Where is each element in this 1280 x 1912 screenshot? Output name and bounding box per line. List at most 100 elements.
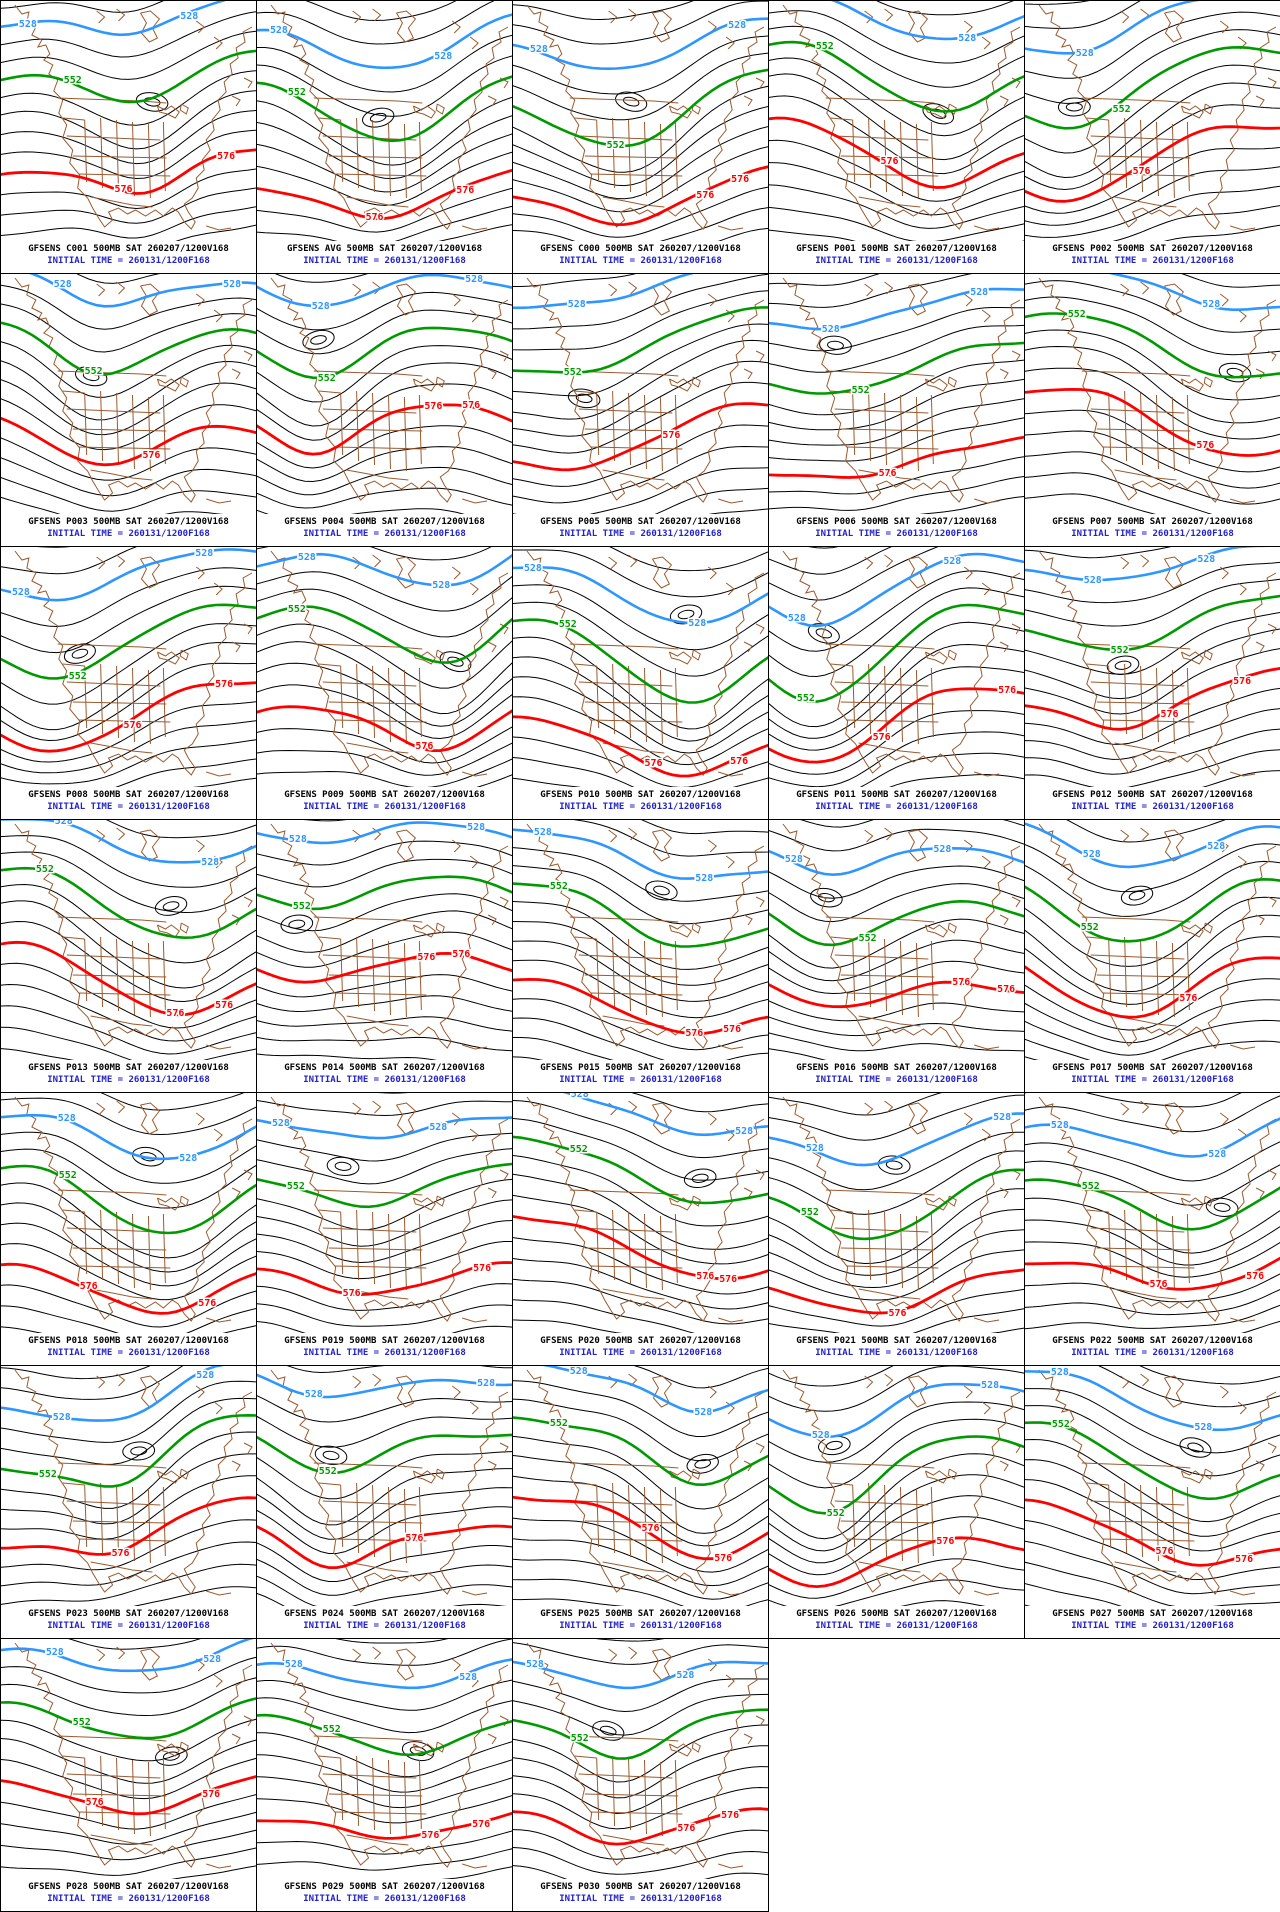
svg-text:576: 576 [112, 1548, 130, 1559]
panel-initial-time: INITIAL TIME = 260131/1200F168 [769, 528, 1024, 540]
svg-text:576: 576 [215, 1000, 233, 1011]
svg-text:576: 576 [415, 741, 433, 752]
svg-text:552: 552 [801, 1207, 819, 1218]
svg-text:528: 528 [285, 1659, 303, 1670]
panel-initial-time: INITIAL TIME = 260131/1200F168 [769, 1620, 1024, 1632]
panel-initial-time: INITIAL TIME = 260131/1200F168 [769, 255, 1024, 267]
panel-caption: GFSENS P004 500MB SAT 260207/1200V168 IN… [257, 514, 512, 547]
panel-caption: GFSENS P008 500MB SAT 260207/1200V168 IN… [1, 787, 256, 820]
svg-text:528: 528 [785, 854, 803, 865]
svg-text:528: 528 [270, 25, 288, 36]
svg-text:528: 528 [459, 1672, 477, 1683]
panel-caption: GFSENS C000 500MB SAT 260207/1200V168 IN… [513, 241, 768, 274]
svg-text:528: 528 [201, 857, 219, 868]
panel-caption: GFSENS P017 500MB SAT 260207/1200V168 IN… [1025, 1060, 1280, 1093]
svg-text:528: 528 [728, 20, 746, 31]
svg-text:528: 528 [1051, 1120, 1069, 1131]
panel-caption: GFSENS P010 500MB SAT 260207/1200V168 IN… [513, 787, 768, 820]
svg-text:576: 576 [202, 1789, 220, 1800]
svg-text:576: 576 [936, 1536, 954, 1547]
panel-title: GFSENS P026 500MB SAT 260207/1200V168 [769, 1608, 1024, 1620]
panel-title: GFSENS P008 500MB SAT 260207/1200V168 [1, 789, 256, 801]
svg-text:528: 528 [179, 1153, 197, 1164]
panel-title: GFSENS P022 500MB SAT 260207/1200V168 [1025, 1335, 1280, 1347]
panel-title: GFSENS P011 500MB SAT 260207/1200V168 [769, 789, 1024, 801]
svg-text:576: 576 [1160, 709, 1178, 720]
svg-text:576: 576 [881, 156, 899, 167]
svg-text:528: 528 [694, 1407, 712, 1418]
panel-caption: GFSENS P030 500MB SAT 260207/1200V168 IN… [513, 1879, 768, 1912]
svg-text:528: 528 [1208, 1149, 1226, 1160]
svg-text:552: 552 [1111, 645, 1129, 656]
panel-caption: GFSENS P007 500MB SAT 260207/1200V168 IN… [1025, 514, 1280, 547]
panel-caption: GFSENS P009 500MB SAT 260207/1200V168 IN… [257, 787, 512, 820]
panel-title: GFSENS P015 500MB SAT 260207/1200V168 [513, 1062, 768, 1074]
svg-text:552: 552 [1082, 1181, 1100, 1192]
svg-text:528: 528 [1051, 1367, 1069, 1378]
svg-text:576: 576 [421, 1830, 439, 1841]
svg-text:552: 552 [852, 385, 870, 396]
svg-text:528: 528 [530, 44, 548, 55]
panel-initial-time: INITIAL TIME = 260131/1200F168 [513, 528, 768, 540]
svg-text:528: 528 [570, 1366, 588, 1377]
svg-text:552: 552 [36, 864, 54, 875]
svg-text:576: 576 [452, 949, 470, 960]
panel-title: GFSENS P021 500MB SAT 260207/1200V168 [769, 1335, 1024, 1347]
panel-initial-time: INITIAL TIME = 260131/1200F168 [513, 1893, 768, 1905]
svg-text:552: 552 [73, 1717, 91, 1728]
svg-text:576: 576 [456, 185, 474, 196]
svg-text:576: 576 [677, 1823, 695, 1834]
panel-title: GFSENS P023 500MB SAT 260207/1200V168 [1, 1608, 256, 1620]
svg-text:528: 528 [568, 299, 586, 310]
svg-text:576: 576 [1235, 1554, 1253, 1565]
svg-text:576: 576 [405, 1533, 423, 1544]
svg-text:528: 528 [933, 844, 951, 855]
svg-text:576: 576 [685, 1028, 703, 1039]
svg-text:576: 576 [1155, 1546, 1173, 1557]
svg-text:528: 528 [195, 548, 213, 559]
panel-caption: GFSENS P022 500MB SAT 260207/1200V168 IN… [1025, 1333, 1280, 1366]
panel-title: GFSENS P027 500MB SAT 260207/1200V168 [1025, 1608, 1280, 1620]
panel-title: GFSENS C000 500MB SAT 260207/1200V168 [513, 243, 768, 255]
svg-text:576: 576 [424, 401, 442, 412]
panel-initial-time: INITIAL TIME = 260131/1200F168 [1025, 1074, 1280, 1086]
svg-text:576: 576 [1150, 1279, 1168, 1290]
panel-initial-time: INITIAL TIME = 260131/1200F168 [513, 1347, 768, 1359]
panel-initial-time: INITIAL TIME = 260131/1200F168 [769, 801, 1024, 813]
panel-title: GFSENS C001 500MB SAT 260207/1200V168 [1, 243, 256, 255]
svg-text:576: 576 [473, 1263, 491, 1274]
svg-text:552: 552 [323, 1724, 341, 1735]
panel-initial-time: INITIAL TIME = 260131/1200F168 [257, 1074, 512, 1086]
svg-text:552: 552 [550, 1418, 568, 1429]
svg-text:552: 552 [607, 140, 625, 151]
svg-text:552: 552 [288, 604, 306, 615]
svg-text:528: 528 [1076, 48, 1094, 59]
svg-text:528: 528 [196, 1370, 214, 1381]
svg-text:528: 528 [180, 11, 198, 22]
panel-caption: GFSENS P019 500MB SAT 260207/1200V168 IN… [257, 1333, 512, 1366]
panel-caption: GFSENS P020 500MB SAT 260207/1200V168 IN… [513, 1333, 768, 1366]
svg-text:576: 576 [723, 1024, 741, 1035]
panel-initial-time: INITIAL TIME = 260131/1200F168 [257, 801, 512, 813]
svg-text:576: 576 [198, 1298, 216, 1309]
panel-caption: GFSENS P018 500MB SAT 260207/1200V168 IN… [1, 1333, 256, 1366]
svg-text:576: 576 [215, 679, 233, 690]
